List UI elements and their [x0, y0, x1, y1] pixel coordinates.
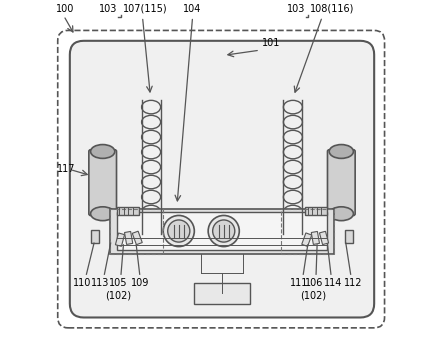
Circle shape [168, 220, 190, 242]
FancyBboxPatch shape [89, 150, 116, 216]
Ellipse shape [329, 145, 353, 159]
Polygon shape [124, 231, 133, 244]
FancyBboxPatch shape [70, 41, 374, 317]
Text: 105: 105 [109, 278, 127, 288]
Bar [110, 209, 334, 253]
Bar [281, 209, 334, 253]
Circle shape [213, 220, 235, 242]
Text: 103: 103 [287, 4, 305, 14]
Text: 111: 111 [289, 278, 308, 288]
Text: 110: 110 [73, 278, 91, 288]
Text: 113: 113 [91, 278, 110, 288]
Text: (102): (102) [301, 290, 327, 301]
Text: 107(115): 107(115) [123, 4, 167, 14]
Text: 112: 112 [344, 278, 362, 288]
FancyBboxPatch shape [328, 150, 355, 216]
Text: 109: 109 [131, 278, 149, 288]
Bar [91, 230, 99, 243]
Bar [305, 207, 328, 216]
Circle shape [163, 216, 194, 247]
Bar [194, 283, 250, 304]
Text: 108(116): 108(116) [310, 4, 354, 14]
Polygon shape [132, 231, 142, 245]
Text: 114: 114 [324, 278, 342, 288]
Ellipse shape [329, 207, 353, 220]
Circle shape [208, 216, 239, 247]
Polygon shape [302, 233, 312, 246]
Text: (102): (102) [105, 290, 131, 301]
Text: 106: 106 [305, 278, 323, 288]
Bar [345, 230, 353, 243]
Bar [110, 209, 163, 253]
Text: 101: 101 [262, 38, 280, 48]
Bar [116, 212, 328, 250]
Text: 100: 100 [56, 4, 74, 14]
Polygon shape [319, 231, 329, 245]
Ellipse shape [91, 207, 115, 220]
Polygon shape [311, 231, 320, 244]
Polygon shape [115, 233, 125, 246]
Text: 104: 104 [183, 4, 202, 14]
Text: 117: 117 [57, 164, 75, 174]
Ellipse shape [91, 145, 115, 159]
Text: 103: 103 [99, 4, 118, 14]
Bar [116, 207, 139, 216]
